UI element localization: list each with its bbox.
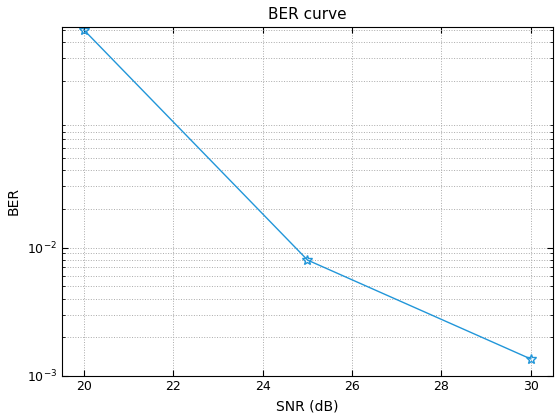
Y-axis label: BER: BER <box>7 187 21 215</box>
Title: BER curve: BER curve <box>268 7 347 22</box>
X-axis label: SNR (dB): SNR (dB) <box>276 399 339 413</box>
